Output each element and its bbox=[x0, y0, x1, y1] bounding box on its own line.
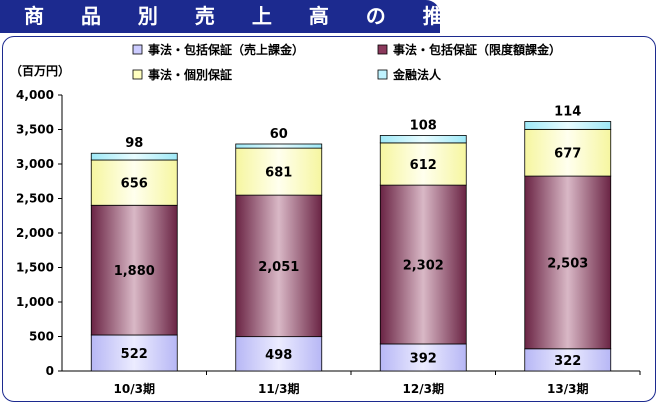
data-label: 681 bbox=[265, 166, 292, 181]
y-tick-label: 4,000 bbox=[16, 88, 54, 102]
data-label: 392 bbox=[410, 351, 437, 366]
data-label: 522 bbox=[121, 347, 148, 362]
data-label: 677 bbox=[554, 147, 581, 162]
y-tick-label: 1,000 bbox=[16, 295, 54, 309]
data-label: 322 bbox=[554, 354, 581, 369]
legend-label: 事法・包括保証（限度額課金） bbox=[393, 42, 561, 57]
data-label: 2,051 bbox=[258, 260, 299, 275]
y-tick-label: 2,500 bbox=[16, 192, 54, 206]
y-tick-label: 0 bbox=[46, 364, 54, 378]
axes: 0 500 1,000 1,500 2,000 2,500 3,000 3,500 4,000 1… bbox=[16, 88, 641, 396]
legend-swatch bbox=[132, 44, 143, 55]
legend-label: 事法・包括保証（売上課金） bbox=[148, 42, 304, 57]
data-label: 498 bbox=[265, 348, 292, 363]
legend-swatch bbox=[377, 69, 388, 80]
data-label: 114 bbox=[554, 104, 581, 119]
y-tick-label: 2,000 bbox=[16, 226, 54, 240]
legend-swatch bbox=[132, 69, 143, 80]
legend-label: 事法・個別保証 bbox=[148, 67, 232, 82]
bar-segment bbox=[379, 135, 467, 144]
bar-segment bbox=[524, 121, 612, 130]
bar-segment bbox=[379, 184, 467, 345]
bar-segment bbox=[90, 159, 178, 206]
bar-segment bbox=[90, 334, 178, 372]
y-tick-label: 3,500 bbox=[16, 123, 54, 137]
bar-segment bbox=[90, 204, 178, 336]
legend-swatch bbox=[377, 44, 388, 55]
bar-segment bbox=[524, 128, 612, 177]
x-tick-label: 12/3期 bbox=[403, 381, 444, 396]
data-label: 108 bbox=[410, 118, 437, 133]
bars bbox=[90, 121, 612, 372]
data-label: 60 bbox=[270, 127, 288, 142]
x-tick-label: 13/3期 bbox=[547, 381, 588, 396]
y-tick-label: 500 bbox=[29, 330, 54, 344]
bar-segment bbox=[90, 152, 178, 161]
bar-segment bbox=[379, 343, 467, 372]
title-bar: 商 品 別 売 上 高 の 推 移 bbox=[0, 0, 500, 33]
data-label: 656 bbox=[121, 177, 148, 192]
legend: 事法・包括保証（売上課金） 事法・包括保証（限度額課金） 事法・個別保証 金融法人 bbox=[132, 42, 561, 82]
chart-title: 商 品 別 売 上 高 の 推 移 bbox=[24, 4, 515, 28]
unit-label: （百万円） bbox=[10, 63, 70, 78]
data-label: 2,302 bbox=[403, 259, 444, 274]
x-tick-label: 10/3期 bbox=[114, 381, 155, 396]
y-tick-label: 3,000 bbox=[16, 157, 54, 171]
bar-segment bbox=[235, 143, 323, 149]
bar-segment bbox=[235, 336, 323, 372]
y-tick-label: 1,500 bbox=[16, 261, 54, 275]
x-tick-label: 11/3期 bbox=[258, 381, 299, 396]
data-label: 98 bbox=[125, 136, 143, 151]
data-labels: 522 1,880 656 98 498 2,051 681 60 392 2,302 612 108… bbox=[114, 104, 589, 368]
data-label: 2,503 bbox=[547, 256, 588, 271]
bar-segment bbox=[235, 194, 323, 338]
legend-label: 金融法人 bbox=[392, 67, 442, 82]
data-label: 1,880 bbox=[114, 264, 155, 279]
data-label: 612 bbox=[410, 158, 437, 173]
bar-segment bbox=[524, 175, 612, 350]
